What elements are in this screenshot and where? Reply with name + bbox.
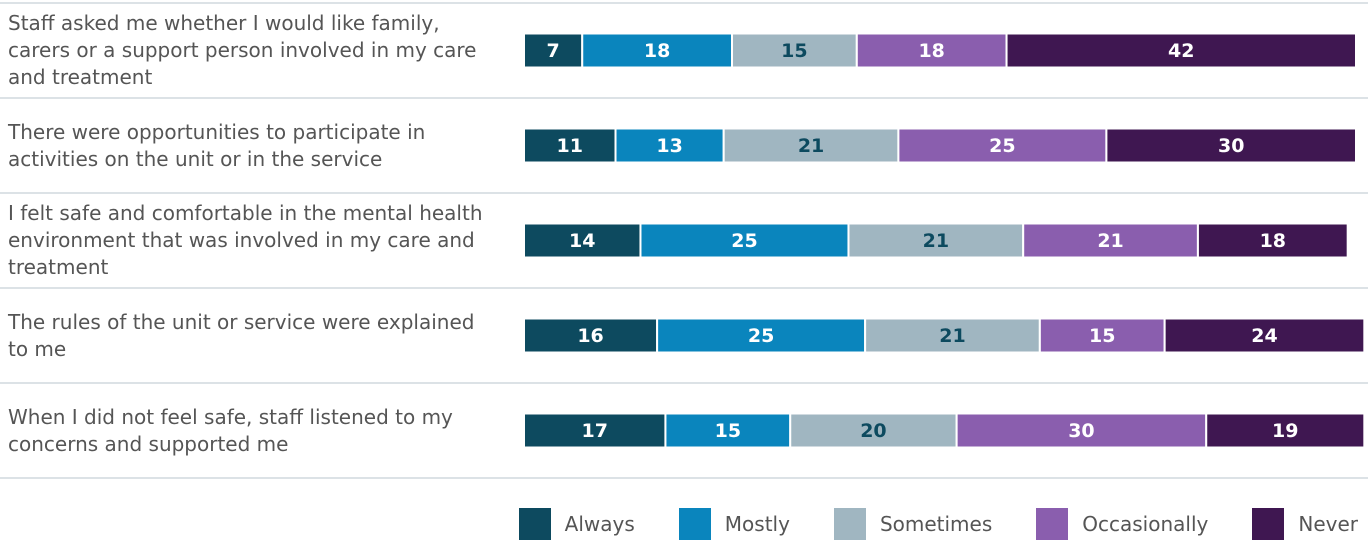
data-label: 15	[1089, 325, 1115, 347]
data-label: 11	[557, 135, 583, 157]
category-label: There were opportunities to participate …	[8, 119, 426, 171]
bar-segment	[722, 127, 900, 164]
data-label: 15	[715, 420, 741, 442]
legend-label: Always	[564, 512, 635, 536]
data-label: 25	[731, 230, 757, 252]
data-label: 42	[1168, 40, 1194, 62]
legend-item: Mostly	[678, 508, 790, 540]
legend-label: Occasionally	[1082, 512, 1209, 536]
bar-segment	[523, 127, 617, 164]
legend-swatch	[678, 508, 711, 540]
data-label: 19	[1272, 420, 1298, 442]
bar-segment	[864, 317, 1041, 354]
bar-segment	[523, 317, 659, 354]
bar-segment	[789, 412, 958, 449]
legend-swatch	[1036, 508, 1069, 540]
bar-segment	[847, 222, 1025, 259]
data-label: 13	[656, 135, 682, 157]
bar-segment	[1163, 317, 1366, 354]
bar-segment	[955, 412, 1208, 449]
data-label: 30	[1068, 420, 1094, 442]
bar-segment	[656, 317, 867, 354]
bar-segment	[523, 32, 584, 69]
data-label: 21	[798, 135, 824, 157]
data-label: 25	[748, 325, 774, 347]
bar-segment	[639, 222, 850, 259]
data-label: 18	[1260, 230, 1286, 252]
data-label: 15	[781, 40, 807, 62]
legend-swatch	[1252, 508, 1285, 540]
data-label: 18	[644, 40, 670, 62]
legend-label: Mostly	[724, 512, 790, 536]
legend-swatch	[518, 508, 551, 540]
bar-segment	[1205, 412, 1366, 449]
legend-swatch	[833, 508, 866, 540]
data-label: 21	[923, 230, 949, 252]
bar-segment	[1196, 222, 1349, 259]
legend-item: Never	[1252, 508, 1358, 540]
category-label: I felt safe and comfortable in the menta…	[8, 201, 483, 279]
bar-segment	[581, 32, 733, 69]
data-label: 21	[1097, 230, 1123, 252]
data-label: 24	[1251, 325, 1277, 347]
data-label: 20	[860, 420, 886, 442]
category-label: Staff asked me whether I would like fami…	[8, 11, 477, 89]
bar-segment	[664, 412, 792, 449]
bar-segment	[523, 222, 642, 259]
data-label: 30	[1218, 135, 1244, 157]
data-label: 14	[569, 230, 595, 252]
category-label: The rules of the unit or service were ex…	[8, 309, 475, 361]
legend: Always Mostly Sometimes Occasionally Never	[475, 508, 1358, 540]
category-label: When I did not feel safe, staff listened…	[8, 404, 453, 456]
bar-segment	[1105, 127, 1358, 164]
data-label: 7	[547, 40, 560, 62]
legend-item: Sometimes	[833, 508, 993, 540]
bar-segment	[855, 32, 1008, 69]
bar-segment	[1038, 317, 1166, 354]
data-label: 16	[577, 325, 603, 347]
data-label: 25	[989, 135, 1015, 157]
legend-label: Sometimes	[879, 512, 993, 536]
legend-item: Occasionally	[1036, 508, 1208, 540]
data-label: 17	[581, 420, 607, 442]
legend-label: Never	[1298, 512, 1358, 536]
data-label: 18	[918, 40, 944, 62]
data-label: 21	[939, 325, 965, 347]
bar-segment	[614, 127, 725, 164]
legend-item: Always	[518, 508, 635, 540]
bar-segment	[1005, 32, 1357, 69]
